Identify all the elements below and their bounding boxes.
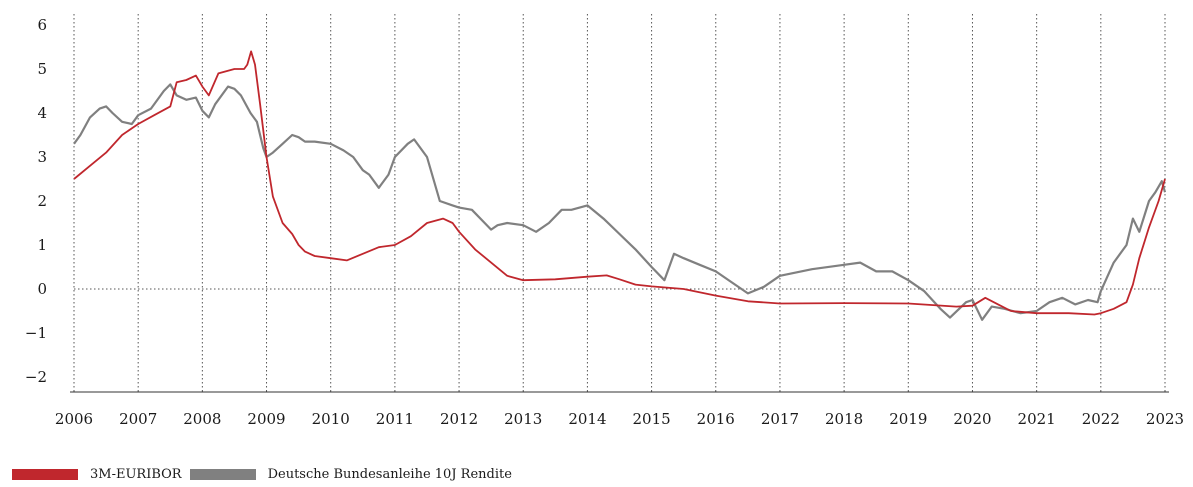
x-tick-label-2008: 2008: [183, 410, 221, 428]
x-tick-label-2019: 2019: [889, 410, 927, 428]
legend-label-euribor: 3M-EURIBOR: [90, 467, 182, 482]
x-tick-label-2014: 2014: [568, 410, 606, 428]
y-tick-label-5: 5: [37, 60, 47, 78]
y-tick-label-1: 1: [37, 236, 47, 254]
x-tick-label-2023: 2023: [1146, 410, 1184, 428]
x-tick-label-2021: 2021: [1018, 410, 1056, 428]
y-tick-label-3: 3: [37, 148, 47, 166]
y-tick-labels: 6 5 4 3 2 1 0 −1 −2: [25, 16, 47, 386]
x-tick-label-2011: 2011: [376, 410, 414, 428]
y-tick-label--2: −2: [25, 368, 47, 386]
x-tick-label-2013: 2013: [504, 410, 542, 428]
series-line-euribor: [73, 50, 1166, 316]
x-tick-labels: 2006 2007 2008 2009 2010 2011 2012 2013 2014 2015…: [55, 410, 1184, 428]
line-chart: 2006 2007 2008 2009 2010 2011 2012 2013 2014 2015…: [25, 14, 1184, 428]
x-tick-label-2016: 2016: [697, 410, 735, 428]
legend: 3M-EURIBOR Deutsche Bundesanleihe 10J Re…: [12, 467, 520, 482]
y-tick-label--1: −1: [25, 324, 47, 342]
legend-item-bund: Deutsche Bundesanleihe 10J Rendite: [189, 467, 512, 482]
legend-swatch-euribor: [12, 469, 78, 480]
legend-swatch-bund: [189, 469, 256, 480]
series-lines: [73, 50, 1167, 321]
y-tick-label-4: 4: [37, 104, 47, 122]
series-line-bund: [73, 83, 1167, 321]
x-tick-label-2015: 2015: [632, 410, 670, 428]
x-tick-label-2017: 2017: [761, 410, 799, 428]
x-tick-label-2009: 2009: [247, 410, 285, 428]
x-tick-label-2006: 2006: [55, 410, 93, 428]
y-tick-label-0: 0: [37, 280, 47, 298]
x-tick-label-2022: 2022: [1082, 410, 1120, 428]
y-tick-label-6: 6: [37, 16, 47, 34]
x-tick-label-2010: 2010: [312, 410, 350, 428]
legend-label-bund: Deutsche Bundesanleihe 10J Rendite: [267, 467, 512, 482]
x-tick-label-2012: 2012: [440, 410, 478, 428]
legend-item-euribor: 3M-EURIBOR: [12, 467, 182, 482]
gridlines: [73, 14, 1166, 392]
x-tick-label-2018: 2018: [825, 410, 863, 428]
x-tick-label-2020: 2020: [953, 410, 991, 428]
y-tick-label-2: 2: [37, 192, 47, 210]
x-tick-label-2007: 2007: [119, 410, 157, 428]
